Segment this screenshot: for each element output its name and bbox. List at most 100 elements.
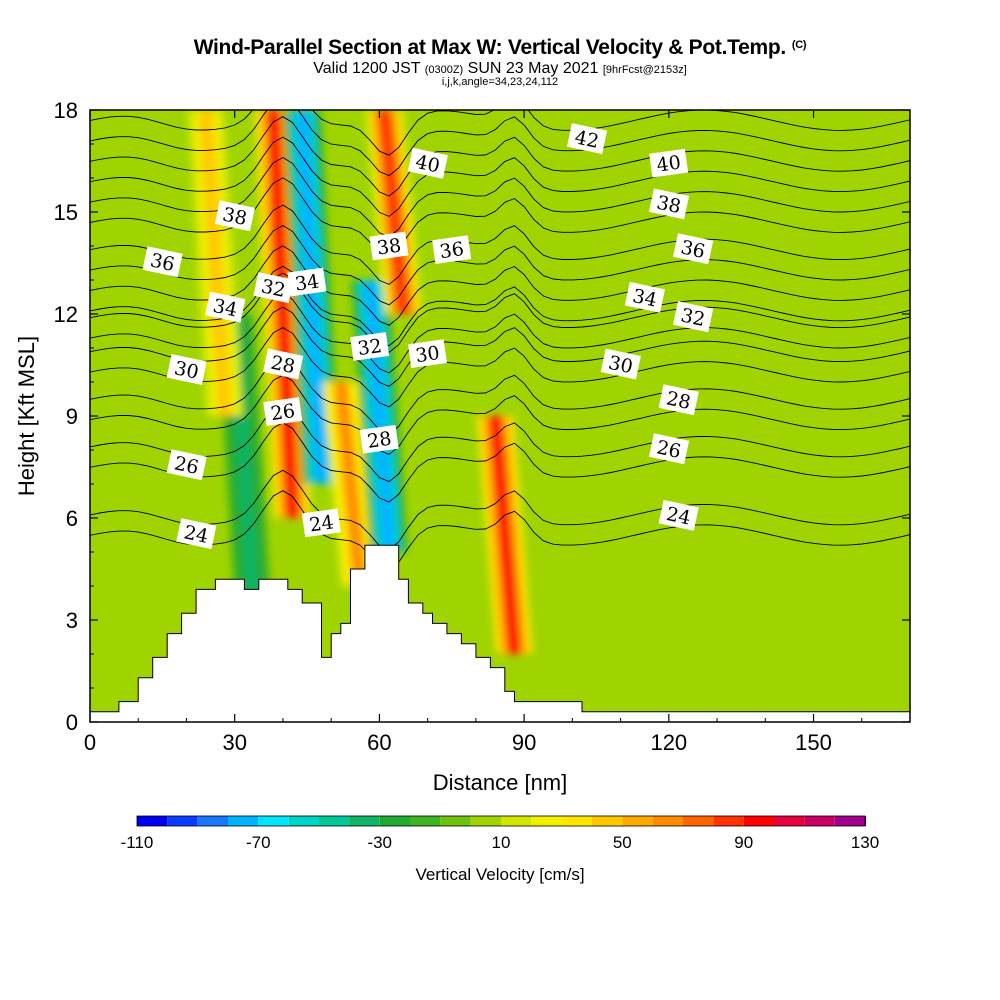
contour-labels: 24 24 24 26 26 26 28 28 28 30 30 30 32 32 32 34 34 34 36 36… [142,123,714,550]
contour-label-text: 38 [221,204,249,231]
contour-label-box [600,348,641,380]
theta-contour-32-0 [90,292,910,374]
contour-label-text: 40 [413,151,441,178]
contour-label-34-2: 34 [624,281,666,313]
theta-contour-36-0 [90,224,910,306]
colorbar-swatch [531,816,562,826]
theta-contour-38-0 [90,177,910,258]
contour-label-text: 36 [148,249,176,276]
theta-contour-28-1 [90,354,910,435]
colorbar-swatch [470,816,501,826]
contour-label-28-0: 28 [263,348,304,380]
contour-label-box [624,281,666,313]
forecast-note: [9hrFcst@2153z] [602,64,687,76]
contour-label-24-2: 24 [658,499,699,531]
contour-label-box [648,433,690,465]
colorbar-tick-label: -30 [367,833,392,852]
contour-label-box [369,231,409,261]
contour-label-text: 24 [308,511,335,536]
colorbar-tick-label: 50 [613,833,632,852]
colorbar-swatch [834,816,865,826]
contour-label-text: 42 [573,126,601,153]
contour-label-text: 38 [655,192,683,219]
y-tick-label: 18 [54,98,78,123]
colorbar-swatch [622,816,653,826]
contour-label-box [205,291,246,323]
colorbar-swatch [561,816,592,826]
contour-label-box [658,499,699,531]
contour-label-24-1: 24 [301,508,341,538]
colorbar-frame [136,815,866,827]
contour-label-text: 30 [606,352,634,379]
contour-label-32-1: 32 [350,332,390,361]
contour-label-text: 26 [269,400,296,425]
theta-contour-24-1 [90,469,910,551]
contour-label-box [142,246,183,278]
colorbar-swatch [349,816,380,826]
contour-label-text: 32 [679,304,707,331]
contour-label-text: 36 [438,238,465,263]
colorbar-swatch [713,816,744,826]
contour-label-text: 32 [356,335,383,360]
velocity-band-7-2 [199,110,232,416]
contour-label-text: 38 [376,234,403,259]
colorbar-tick-label: 90 [734,833,753,852]
y-tick-label: 9 [66,404,78,429]
contour-label-26-1: 26 [263,397,303,426]
contour-label-30-1: 30 [407,339,447,368]
contour-label-text: 36 [679,236,707,263]
colorbar-swatch [501,816,532,826]
colorbar-swatch [652,816,683,826]
theta-contour-28-0 [90,374,910,455]
contour-label-box [166,354,207,386]
chart-title: Wind-Parallel Section at Max W: Vertical… [193,36,787,59]
contour-label-26-0: 26 [166,449,207,481]
contour-label-box [301,508,341,538]
theta-contour-24-0 [90,490,910,571]
contour-label-text: 40 [655,152,682,177]
potential-temperature-contours [90,110,910,571]
x-tick-label: 90 [512,730,536,755]
colorbar-swatch [743,816,774,826]
chart-title-line: Wind-Parallel Section at Max W: Vertical… [0,36,1000,60]
colorbar-swatch [804,816,835,826]
contour-label-text: 28 [269,352,297,379]
x-tick-label: 60 [367,730,391,755]
contour-label-26-2: 26 [648,433,690,465]
section-params: i,j,k,angle=34,23,24,112 [441,76,559,88]
contour-label-box [176,518,217,550]
theta-contour-36-1 [90,204,910,285]
contour-label-text: 24 [182,521,210,548]
contour-label-text: 28 [664,387,692,414]
contour-label-box [263,397,303,426]
colorbar-swatch [197,816,228,826]
contour-label-text: 34 [211,295,239,322]
contour-label-text: 30 [414,342,441,367]
theta-contour-26-1 [90,401,910,483]
contour-label-38-0: 38 [214,200,256,232]
contour-label-42-0: 42 [566,123,608,155]
contour-label-34-1: 34 [287,267,327,297]
contour-label-30-2: 30 [600,348,641,380]
colorbar-swatch [410,816,441,826]
contour-label-text: 32 [259,275,287,302]
colorbar-swatch [774,816,805,826]
y-tick-label: 3 [66,608,78,633]
theta-contour-40-1 [90,116,910,197]
theta-contour-26-0 [90,422,910,503]
valid-date: SUN 23 May 2021 [467,60,599,77]
contour-label-box [253,272,294,304]
contour-label-38-2: 38 [648,188,690,220]
y-tick-label: 6 [66,506,78,531]
colorbar-swatch [592,816,623,826]
theta-contour-30-1 [90,306,910,387]
valid-prefix: Valid 1200 JST [313,60,421,77]
contour-label-text: 26 [172,452,200,479]
contour-label-box [166,449,207,481]
contour-label-box [432,235,472,264]
contour-label-box [214,200,256,232]
y-axis-label: Height [Kft MSL] [14,336,39,496]
colorbar-swatch [379,816,410,826]
contour-label-40-0: 40 [407,147,448,179]
